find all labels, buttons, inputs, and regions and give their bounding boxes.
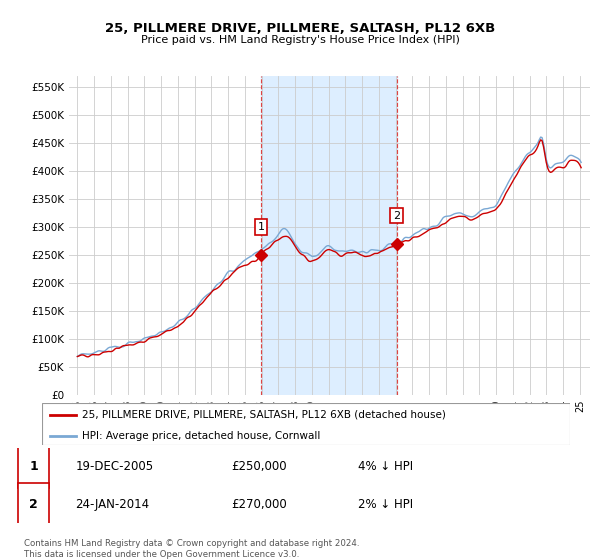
Text: 25, PILLMERE DRIVE, PILLMERE, SALTASH, PL12 6XB: 25, PILLMERE DRIVE, PILLMERE, SALTASH, P…	[105, 22, 495, 35]
Text: 2: 2	[29, 498, 38, 511]
Text: 1: 1	[29, 460, 38, 473]
Bar	[261, 76, 397, 395]
Text: Price paid vs. HM Land Registry's House Price Index (HPI): Price paid vs. HM Land Registry's House …	[140, 35, 460, 45]
Text: 4% ↓ HPI: 4% ↓ HPI	[358, 460, 413, 473]
Text: 25, PILLMERE DRIVE, PILLMERE, SALTASH, PL12 6XB (detached house): 25, PILLMERE DRIVE, PILLMERE, SALTASH, P…	[82, 409, 445, 419]
Text: 24-JAN-2014: 24-JAN-2014	[76, 498, 149, 511]
FancyBboxPatch shape	[18, 483, 49, 525]
Text: Contains HM Land Registry data © Crown copyright and database right 2024.
This d: Contains HM Land Registry data © Crown c…	[24, 539, 359, 559]
Text: HPI: Average price, detached house, Cornwall: HPI: Average price, detached house, Corn…	[82, 431, 320, 441]
Text: £250,000: £250,000	[231, 460, 287, 473]
Text: 2% ↓ HPI: 2% ↓ HPI	[358, 498, 413, 511]
Text: 19-DEC-2005: 19-DEC-2005	[76, 460, 154, 473]
Text: 2: 2	[393, 211, 400, 221]
Text: 1: 1	[257, 222, 265, 232]
FancyBboxPatch shape	[18, 446, 49, 488]
Text: £270,000: £270,000	[231, 498, 287, 511]
